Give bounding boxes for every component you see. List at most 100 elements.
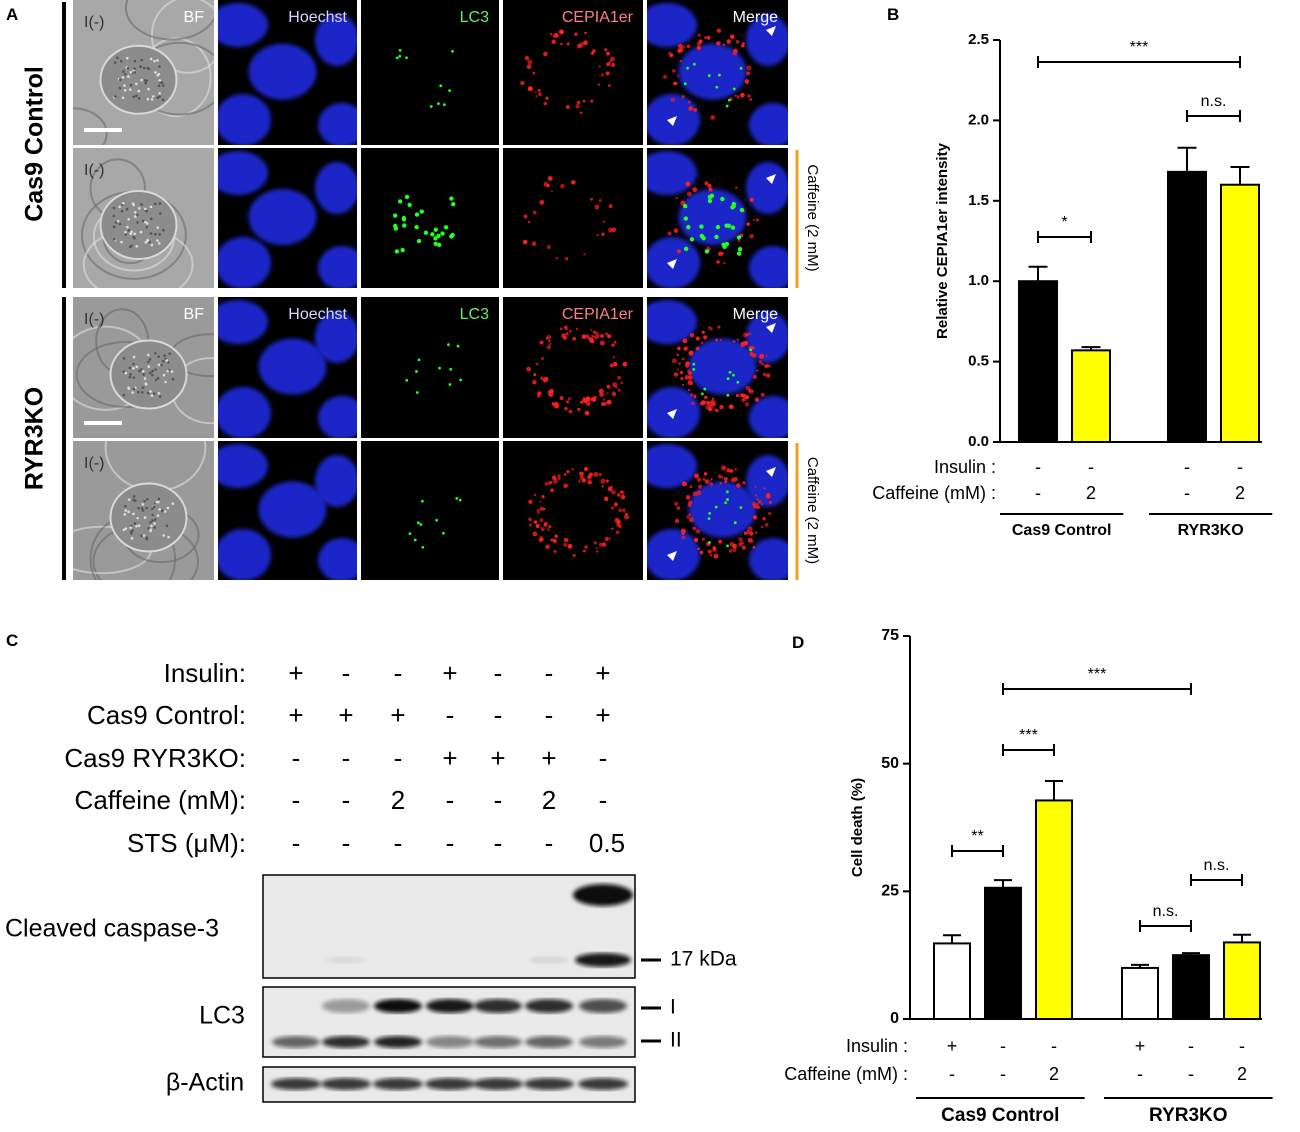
er-signal [730,34,735,39]
bar [1223,941,1261,1021]
er-signal [604,536,609,541]
er-signal [683,346,688,351]
er-signal [543,51,548,57]
lc3-puncta [736,251,742,256]
condition-value: - [394,828,403,858]
er-signal [593,471,599,477]
cell-body [109,482,188,553]
granule [155,500,158,504]
granule [134,215,137,218]
granule [150,98,154,101]
er-signal [609,56,615,62]
nucleus [746,14,788,66]
fluor-background [503,297,643,438]
arrowhead [766,26,776,36]
condition-value: - [545,828,554,858]
er-signal [721,465,727,471]
er-signal [734,94,737,97]
er-signal [617,388,621,392]
er-signal [732,547,737,552]
blot [262,986,636,1058]
granule [168,352,172,355]
er-signal [747,94,751,98]
er-signal [695,529,701,534]
lc3-puncta [724,223,729,228]
granule [147,391,150,395]
granule [139,65,142,68]
er-signal [719,404,724,410]
lc3-puncta [715,85,719,89]
lc3-puncta [732,87,736,91]
er-signal [527,220,531,224]
er-signal [607,84,611,88]
granule [152,505,156,509]
er-signal [544,521,548,526]
granule [141,509,145,512]
lc3-puncta [714,505,718,509]
granule [153,526,157,529]
treatment-label: Caffeine (2 mM) [804,457,821,564]
granule [132,376,136,379]
er-signal [592,330,596,334]
granule [125,56,129,60]
granule [171,502,175,505]
granule [148,358,152,361]
granule [143,499,146,503]
er-signal [572,336,576,341]
nucleus [218,387,271,438]
granule [139,230,143,234]
granule [163,354,166,357]
lc3-puncta [736,380,740,384]
lc3-puncta [724,501,727,505]
granule [132,203,136,207]
er-signal [582,549,586,553]
er-signal [697,484,703,489]
granule [112,238,116,241]
y-tick-label: 0 [890,1010,899,1027]
marker-label: II [670,1029,682,1052]
y-tick-label: 2.0 [968,111,989,128]
granule [154,378,158,382]
granule [114,221,118,224]
er-signal [716,260,720,264]
band [373,1078,423,1090]
significance-bracket [1037,231,1092,243]
lc3-puncta [435,518,438,522]
band [322,999,370,1013]
condition-value: - [1188,1064,1194,1084]
er-signal [538,92,542,97]
er-signal [557,476,561,481]
lc3-puncta [458,498,462,502]
granule [131,529,135,532]
er-signal [735,186,738,189]
er-signal [613,361,618,366]
band [326,957,366,963]
granule [158,395,162,398]
er-signal [560,183,565,189]
er-signal [598,542,603,547]
er-signal [714,408,718,412]
nucleus [218,237,271,288]
er-signal [565,105,570,110]
granule [165,524,169,528]
er-signal [710,115,716,120]
er-signal [581,334,587,339]
lc3-puncta [725,490,729,494]
er-signal [544,376,549,381]
er-signal [582,99,586,103]
group-label: RYR3KO [21,387,49,490]
er-signal [611,62,616,68]
er-signal [704,36,707,40]
er-signal [564,325,568,330]
er-signal [536,508,540,513]
cell-body [99,190,178,260]
lc3-puncta [689,237,695,242]
group-label: RYR3KO [1149,1105,1227,1126]
granule [157,84,161,88]
granule [161,98,165,102]
er-signal [584,545,588,549]
cell-outline [124,0,214,41]
granule [149,521,152,524]
nucleus [746,455,788,507]
er-signal [584,400,588,404]
